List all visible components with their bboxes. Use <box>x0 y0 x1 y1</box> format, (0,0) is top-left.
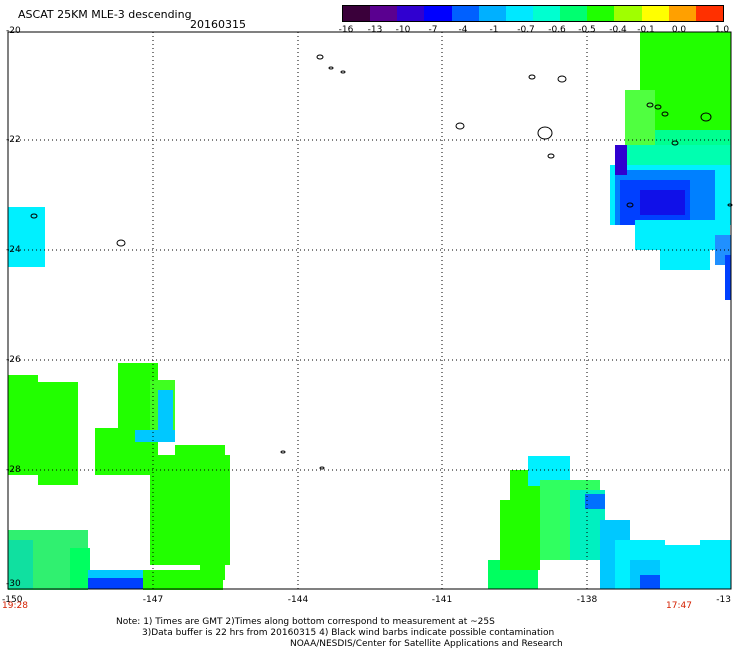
color-scale-swatch <box>451 6 479 21</box>
latitude-label: -28 <box>6 465 21 475</box>
color-scale-label: -7 <box>428 25 438 35</box>
latitude-label: -22 <box>6 135 21 145</box>
island-outline <box>537 126 553 140</box>
color-scale-swatch <box>695 6 723 21</box>
color-scale-swatch <box>343 6 371 21</box>
color-scale-swatch <box>532 6 561 21</box>
wind-data-cell <box>135 430 175 442</box>
axis-labels: -20 -22 -24 -26 -28 -30 -150 -147 -144 -141 -138 -1… <box>2 26 731 605</box>
wind-data-cell <box>200 470 225 580</box>
note-line-1: Note: 1) Times are GMT 2)Times along bot… <box>116 617 495 627</box>
island-outline <box>727 203 733 207</box>
color-scale-bar <box>342 5 724 22</box>
latitude-label: -26 <box>6 355 21 365</box>
wind-data-cell <box>8 375 38 475</box>
island-outline <box>671 140 679 146</box>
wind-data-cell <box>175 445 225 465</box>
wind-data-cell <box>700 540 731 589</box>
wind-data-cell <box>615 145 627 175</box>
wind-data-cell <box>158 390 173 440</box>
color-scale-swatch <box>587 6 615 21</box>
island-outline <box>340 70 346 74</box>
longitude-label: -13 <box>716 595 731 605</box>
note-line-3: NOAA/NESDIS/Center for Satellite Applica… <box>290 639 563 649</box>
color-scale-swatch <box>614 6 642 21</box>
wind-data-cell <box>640 190 685 215</box>
island-outline <box>280 450 286 454</box>
island-outline <box>661 111 669 117</box>
wind-data-cell <box>38 400 65 480</box>
island-outline <box>547 153 555 159</box>
color-scale-label: -0.7 <box>517 25 535 35</box>
latitude-label: -24 <box>6 245 21 255</box>
color-scale-label: -10 <box>395 25 411 35</box>
color-scale-labels: -16 -13 -10 -7 -4 -1 -0.7 -0.6 -0.5 -0.4 -0.1 0.0 1.… <box>330 25 730 37</box>
color-scale-swatch <box>560 6 588 21</box>
color-scale-label: -1 <box>489 25 499 35</box>
wind-data-cell <box>8 240 33 267</box>
island-outline <box>316 54 324 60</box>
island-outline <box>319 466 325 470</box>
color-scale-label: -0.5 <box>578 25 596 35</box>
wind-data-cell <box>70 548 90 588</box>
map-date: 20160315 <box>190 18 246 31</box>
wind-data-cell <box>585 494 605 509</box>
island-outline <box>328 66 334 70</box>
color-scale-label: -4 <box>458 25 468 35</box>
note-line-2: 3)Data buffer is 22 hrs from 20160315 4)… <box>142 628 555 638</box>
wind-data-cell <box>635 220 730 250</box>
color-scale-label: -0.4 <box>609 25 627 35</box>
color-scale-label: -13 <box>367 25 383 35</box>
island-outlines <box>30 54 733 470</box>
longitude-label: -147 <box>143 595 163 605</box>
longitude-label: -141 <box>432 595 452 605</box>
longitude-label: -138 <box>577 595 598 605</box>
color-scale-swatch <box>505 6 533 21</box>
start-time-label: 19:28 <box>2 601 28 611</box>
color-scale-label: -16 <box>338 25 354 35</box>
color-scale-swatch <box>641 6 669 21</box>
island-outline <box>646 102 654 108</box>
island-outline <box>700 112 712 122</box>
lat-lon-grid <box>8 32 731 589</box>
longitude-label: -144 <box>288 595 309 605</box>
color-scale-swatch <box>478 6 506 21</box>
longitude-label: -150 <box>2 595 23 605</box>
wind-data-cell <box>640 575 660 589</box>
wind-data-cell <box>88 578 143 589</box>
island-outline <box>455 122 465 130</box>
island-outline <box>116 239 126 247</box>
island-outline <box>654 104 662 110</box>
color-scale-label: -0.6 <box>548 25 566 35</box>
latitude-label: -30 <box>6 579 21 589</box>
island-outline <box>30 213 38 219</box>
map-frame <box>7 31 732 590</box>
island-outline <box>557 75 567 83</box>
island-outline <box>528 74 536 80</box>
wind-data-cell <box>725 255 731 300</box>
wind-data-cell <box>95 428 135 475</box>
end-time-label: 17:47 <box>666 601 692 611</box>
color-scale-swatch <box>370 6 398 21</box>
color-scale-swatch <box>424 6 452 21</box>
wind-data-cell <box>615 145 731 165</box>
color-scale-label: 1.0 <box>714 25 730 35</box>
latitude-label: -20 <box>6 26 21 36</box>
map-title: ASCAT 25KM MLE-3 descending <box>18 8 192 21</box>
wind-data-patches <box>8 32 731 590</box>
color-scale-label: 0.0 <box>671 25 687 35</box>
color-scale-swatch <box>668 6 696 21</box>
wind-data-cell <box>625 90 655 150</box>
island-outline <box>626 202 634 208</box>
wind-data-cell <box>660 250 710 270</box>
wind-data-cell <box>700 60 731 140</box>
color-scale-label: -0.1 <box>637 25 655 35</box>
wind-data-cell <box>143 570 223 590</box>
wind-data-cell <box>8 540 33 589</box>
color-scale-swatch <box>397 6 425 21</box>
